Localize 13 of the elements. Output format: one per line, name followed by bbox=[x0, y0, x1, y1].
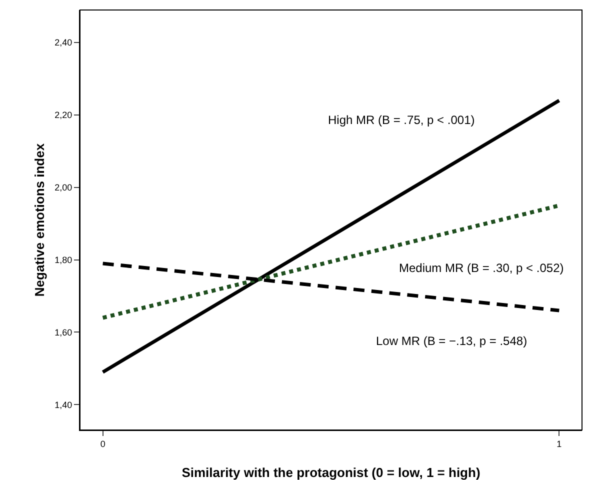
y-tick-label: 1,40 bbox=[54, 400, 72, 410]
y-tick-label: 1,80 bbox=[54, 254, 72, 265]
y-tick-label: 1,60 bbox=[54, 327, 72, 338]
y-axis-title: Negative emotions index bbox=[32, 142, 47, 297]
x-tick-label: 1 bbox=[556, 438, 562, 449]
annotation: Medium MR (B = .30, p < .052) bbox=[399, 261, 564, 275]
x-tick-label: 0 bbox=[100, 438, 106, 449]
y-tick-label: 2,20 bbox=[54, 110, 72, 120]
annotation: High MR (B = .75, p < .001) bbox=[328, 113, 475, 127]
annotation: Low MR (B = −.13, p = .548) bbox=[376, 334, 528, 348]
x-axis-title: Similarity with the protagonist (0 = low, 1 = high) bbox=[182, 465, 480, 480]
y-tick-label: 2,40 bbox=[54, 38, 72, 48]
y-tick-label: 2,00 bbox=[54, 182, 72, 193]
